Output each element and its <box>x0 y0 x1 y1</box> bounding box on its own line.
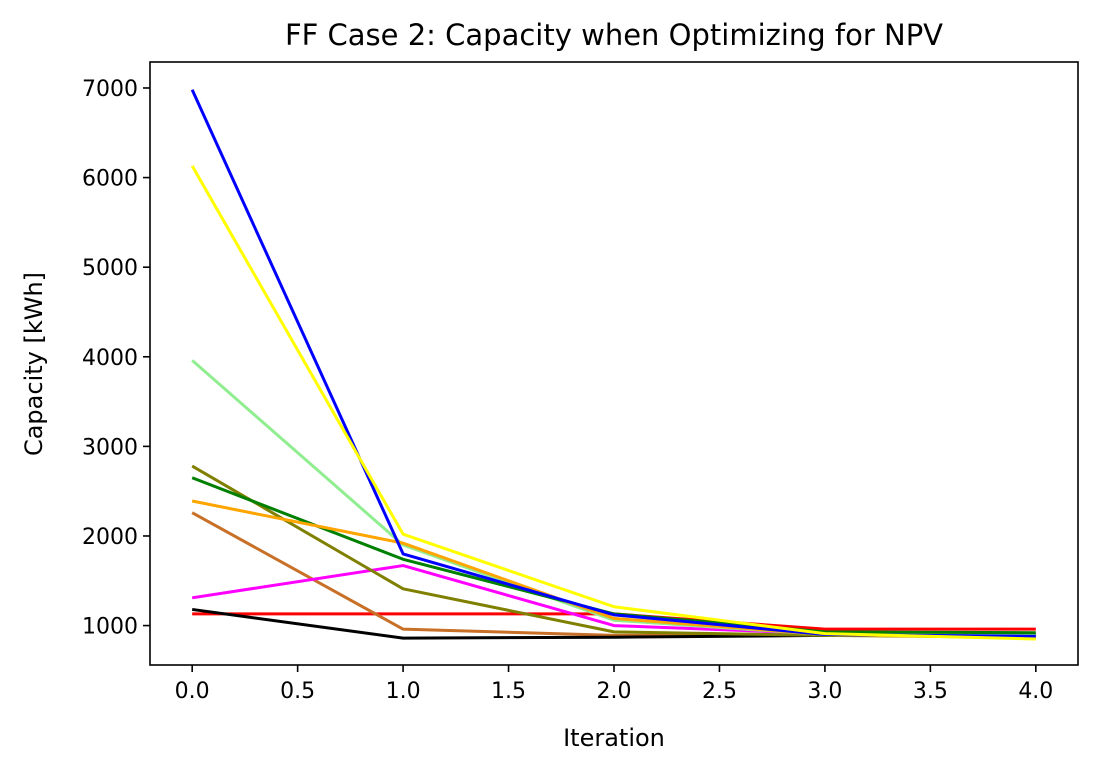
x-tick-label: 1.0 <box>386 679 421 704</box>
y-tick-label: 6000 <box>82 167 138 192</box>
y-tick-label: 2000 <box>82 525 138 550</box>
x-tick-label: 0.0 <box>175 679 210 704</box>
y-tick-label: 5000 <box>82 256 138 281</box>
y-tick-label: 3000 <box>82 435 138 460</box>
series-layer <box>190 89 1036 641</box>
y-tick-label: 1000 <box>82 615 138 640</box>
x-tick-label: 2.0 <box>597 679 632 704</box>
series-line-10 <box>190 165 1036 641</box>
y-tick-label: 4000 <box>82 346 138 371</box>
x-tick-label: 2.5 <box>702 679 737 704</box>
x-axis-ticks: 0.0 0.5 1.0 1.5 2.0 2.5 3.0 3.5 4.0 <box>175 665 1053 704</box>
chart-title: FF Case 2: Capacity when Optimizing for … <box>285 18 943 52</box>
x-tick-label: 0.5 <box>280 679 315 704</box>
y-axis-label: Capacity [kWh] <box>20 272 48 456</box>
x-tick-label: 4.0 <box>1018 679 1053 704</box>
y-axis-ticks: 1000 2000 3000 4000 5000 6000 7000 <box>82 77 150 640</box>
x-tick-label: 3.5 <box>913 679 948 704</box>
x-tick-label: 1.5 <box>491 679 526 704</box>
y-tick-label: 7000 <box>82 77 138 102</box>
x-axis-label: Iteration <box>563 724 665 752</box>
x-tick-label: 3.0 <box>807 679 842 704</box>
